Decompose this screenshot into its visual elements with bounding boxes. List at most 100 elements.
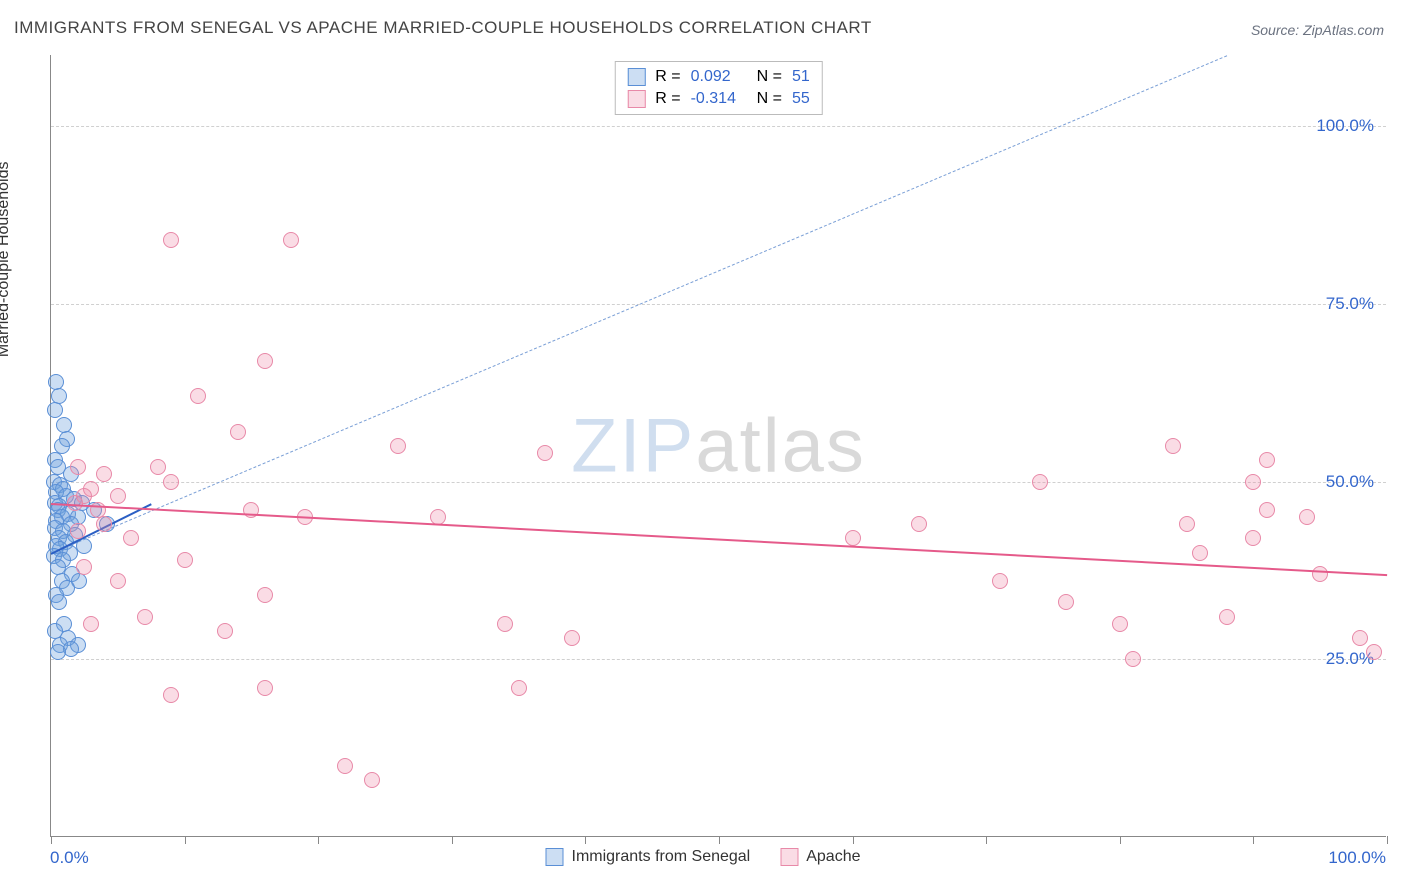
r-label: R =: [655, 68, 680, 86]
data-point: [96, 516, 112, 532]
watermark: ZIPatlas: [571, 402, 866, 489]
data-point: [364, 772, 380, 788]
data-point: [230, 424, 246, 440]
x-tick: [986, 836, 987, 844]
data-point: [1032, 474, 1048, 490]
x-tick: [185, 836, 186, 844]
data-point: [177, 552, 193, 568]
data-point: [1259, 502, 1275, 518]
data-point: [1259, 452, 1275, 468]
series-legend-item: Immigrants from Senegal: [546, 848, 751, 866]
data-point: [190, 388, 206, 404]
gridline: [51, 659, 1386, 660]
x-tick: [853, 836, 854, 844]
data-point: [1299, 509, 1315, 525]
y-tick-label: 50.0%: [1326, 472, 1374, 492]
data-point: [911, 516, 927, 532]
data-point: [511, 680, 527, 696]
watermark-atlas: atlas: [695, 403, 866, 488]
data-point: [70, 459, 86, 475]
data-point: [1058, 594, 1074, 610]
data-point: [390, 438, 406, 454]
gridline: [51, 126, 1386, 127]
data-point: [537, 445, 553, 461]
data-point: [163, 474, 179, 490]
data-point: [1112, 616, 1128, 632]
x-tick: [318, 836, 319, 844]
series-legend-item: Apache: [780, 848, 860, 866]
data-point: [50, 644, 66, 660]
correlation-legend: R = 0.092 N = 51 R = -0.314 N = 55: [614, 61, 822, 115]
legend-swatch: [627, 68, 645, 86]
data-point: [1165, 438, 1181, 454]
legend-swatch: [546, 848, 564, 866]
data-point: [992, 573, 1008, 589]
data-point: [47, 402, 63, 418]
gridline: [51, 304, 1386, 305]
gridline: [51, 482, 1386, 483]
data-point: [110, 573, 126, 589]
x-tick: [51, 836, 52, 844]
plot-area: ZIPatlas R =0.092N =51R =-0.314N =55 25.…: [50, 55, 1386, 837]
data-point: [163, 687, 179, 703]
data-point: [1352, 630, 1368, 646]
data-point: [163, 232, 179, 248]
data-point: [76, 559, 92, 575]
legend-swatch: [780, 848, 798, 866]
data-point: [123, 530, 139, 546]
x-tick: [585, 836, 586, 844]
x-tick: [719, 836, 720, 844]
data-point: [1219, 609, 1235, 625]
series-legend: Immigrants from Senegal Apache: [546, 848, 861, 866]
n-value: 51: [792, 68, 810, 86]
y-tick-label: 75.0%: [1326, 294, 1374, 314]
data-point: [564, 630, 580, 646]
data-point: [257, 353, 273, 369]
trend-line-pink: [51, 503, 1387, 576]
data-point: [63, 641, 79, 657]
r-value: 0.092: [691, 68, 747, 86]
data-point: [110, 488, 126, 504]
chart-title: IMMIGRANTS FROM SENEGAL VS APACHE MARRIE…: [14, 18, 872, 38]
data-point: [217, 623, 233, 639]
data-point: [83, 616, 99, 632]
data-point: [1245, 530, 1261, 546]
data-point: [1312, 566, 1328, 582]
data-point: [845, 530, 861, 546]
data-point: [1125, 651, 1141, 667]
data-point: [67, 495, 83, 511]
y-tick-label: 100.0%: [1316, 116, 1374, 136]
n-value: 55: [792, 90, 810, 108]
data-point: [337, 758, 353, 774]
series-legend-label: Immigrants from Senegal: [572, 848, 751, 866]
data-point: [1366, 644, 1382, 660]
data-point: [150, 459, 166, 475]
data-point: [283, 232, 299, 248]
x-axis-min-label: 0.0%: [50, 848, 89, 868]
series-legend-label: Apache: [806, 848, 860, 866]
r-label: R =: [655, 90, 680, 108]
data-point: [257, 680, 273, 696]
r-value: -0.314: [691, 90, 747, 108]
data-point: [70, 523, 86, 539]
y-axis-title: Married-couple Households: [0, 162, 13, 358]
data-point: [1245, 474, 1261, 490]
correlation-legend-row: R = -0.314 N = 55: [627, 88, 809, 110]
data-point: [497, 616, 513, 632]
data-point: [96, 466, 112, 482]
data-point: [1192, 545, 1208, 561]
n-label: N =: [757, 68, 782, 86]
data-point: [51, 594, 67, 610]
data-point: [257, 587, 273, 603]
legend-swatch: [627, 90, 645, 108]
x-tick: [1253, 836, 1254, 844]
x-tick: [452, 836, 453, 844]
n-label: N =: [757, 90, 782, 108]
correlation-legend-row: R = 0.092 N = 51: [627, 66, 809, 88]
x-tick: [1387, 836, 1388, 844]
data-point: [1179, 516, 1195, 532]
x-tick: [1120, 836, 1121, 844]
watermark-zip: ZIP: [571, 403, 695, 488]
x-axis-max-label: 100.0%: [1328, 848, 1386, 868]
data-point: [137, 609, 153, 625]
